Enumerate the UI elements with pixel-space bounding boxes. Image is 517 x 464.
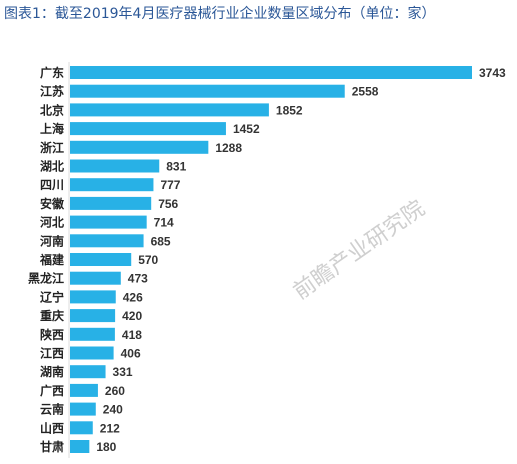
category-label-12: 辽宁 xyxy=(40,289,64,304)
value-label-16: 331 xyxy=(113,365,133,379)
category-labels-group: 广东江苏北京上海浙江湖北四川安徽河北河南福建黑龙江辽宁重庆陕西江西湖南广西云南山… xyxy=(28,65,65,454)
bar-0 xyxy=(70,66,472,79)
chart-title-text: 截至2019年4月医疗器械行业企业数量区域分布（单位：家） xyxy=(54,6,436,22)
bar-5 xyxy=(70,159,160,173)
value-label-17: 260 xyxy=(105,384,125,398)
bar-15 xyxy=(70,346,114,360)
bar-11 xyxy=(70,271,121,285)
value-label-7: 756 xyxy=(158,197,178,211)
value-label-1: 2558 xyxy=(352,85,379,99)
chart-title-prefix: 图表1： xyxy=(4,6,55,22)
category-label-3: 上海 xyxy=(40,121,64,136)
value-label-13: 420 xyxy=(122,309,142,323)
bars-group xyxy=(70,66,472,453)
category-label-20: 甘肃 xyxy=(40,439,64,454)
bar-3 xyxy=(70,122,226,136)
watermark-group: 前瞻产业研究院 xyxy=(289,196,430,305)
chart-title-block: 图表1：截至2019年4月医疗器械行业企业数量区域分布（单位：家） xyxy=(4,6,512,23)
bar-13 xyxy=(70,309,116,323)
value-label-19: 212 xyxy=(100,421,120,435)
category-label-18: 云南 xyxy=(40,402,64,417)
value-labels-group: 3743 2558 1852 1452 1288 831 777 756 714 685 570 47… xyxy=(96,66,506,454)
bar-10 xyxy=(70,253,132,266)
bar-17 xyxy=(70,383,98,397)
value-label-8: 714 xyxy=(154,216,174,230)
bar-12 xyxy=(70,290,116,304)
value-label-10: 570 xyxy=(138,253,158,267)
category-label-2: 北京 xyxy=(40,102,64,117)
bar-20 xyxy=(70,440,90,453)
category-label-11: 黑龙江 xyxy=(28,271,64,286)
category-label-16: 湖南 xyxy=(40,364,64,379)
value-label-18: 240 xyxy=(103,403,123,417)
value-label-15: 406 xyxy=(121,347,141,361)
value-label-4: 1288 xyxy=(215,141,242,155)
value-label-3: 1452 xyxy=(233,122,260,136)
category-label-5: 湖北 xyxy=(40,159,64,174)
bar-9 xyxy=(70,234,144,248)
category-label-13: 重庆 xyxy=(40,308,64,323)
value-label-5: 831 xyxy=(166,160,186,174)
value-label-14: 418 xyxy=(122,328,142,342)
value-label-9: 685 xyxy=(151,234,171,248)
value-label-12: 426 xyxy=(123,290,143,304)
bar-7 xyxy=(70,196,152,210)
category-label-14: 陕西 xyxy=(40,327,64,342)
bar-1 xyxy=(70,84,345,98)
category-label-8: 河北 xyxy=(39,215,64,230)
category-label-19: 山西 xyxy=(40,420,64,435)
bar-8 xyxy=(70,215,147,229)
value-label-6: 777 xyxy=(160,178,180,192)
category-label-10: 福建 xyxy=(39,252,65,267)
bar-16 xyxy=(70,365,106,379)
category-label-9: 河南 xyxy=(39,233,64,248)
category-label-1: 江苏 xyxy=(40,84,64,99)
value-label-2: 1852 xyxy=(276,103,303,117)
value-label-0: 3743 xyxy=(479,66,506,80)
category-label-4: 浙江 xyxy=(40,140,64,155)
category-label-6: 四川 xyxy=(40,178,64,192)
category-label-7: 安徽 xyxy=(40,196,65,211)
bar-6 xyxy=(70,178,154,192)
category-label-0: 广东 xyxy=(40,65,64,80)
bar-4 xyxy=(70,140,209,154)
category-label-15: 江西 xyxy=(40,346,64,361)
bar-14 xyxy=(70,327,115,341)
value-label-11: 473 xyxy=(128,272,148,286)
bar-2 xyxy=(70,103,269,117)
bar-19 xyxy=(70,421,93,435)
category-label-17: 广西 xyxy=(40,383,64,398)
watermark-text: 前瞻产业研究院 xyxy=(289,196,430,305)
value-label-20: 180 xyxy=(96,440,116,454)
bar-18 xyxy=(70,402,96,416)
chart-title: 图表1：截至2019年4月医疗器械行业企业数量区域分布（单位：家） xyxy=(4,6,512,23)
